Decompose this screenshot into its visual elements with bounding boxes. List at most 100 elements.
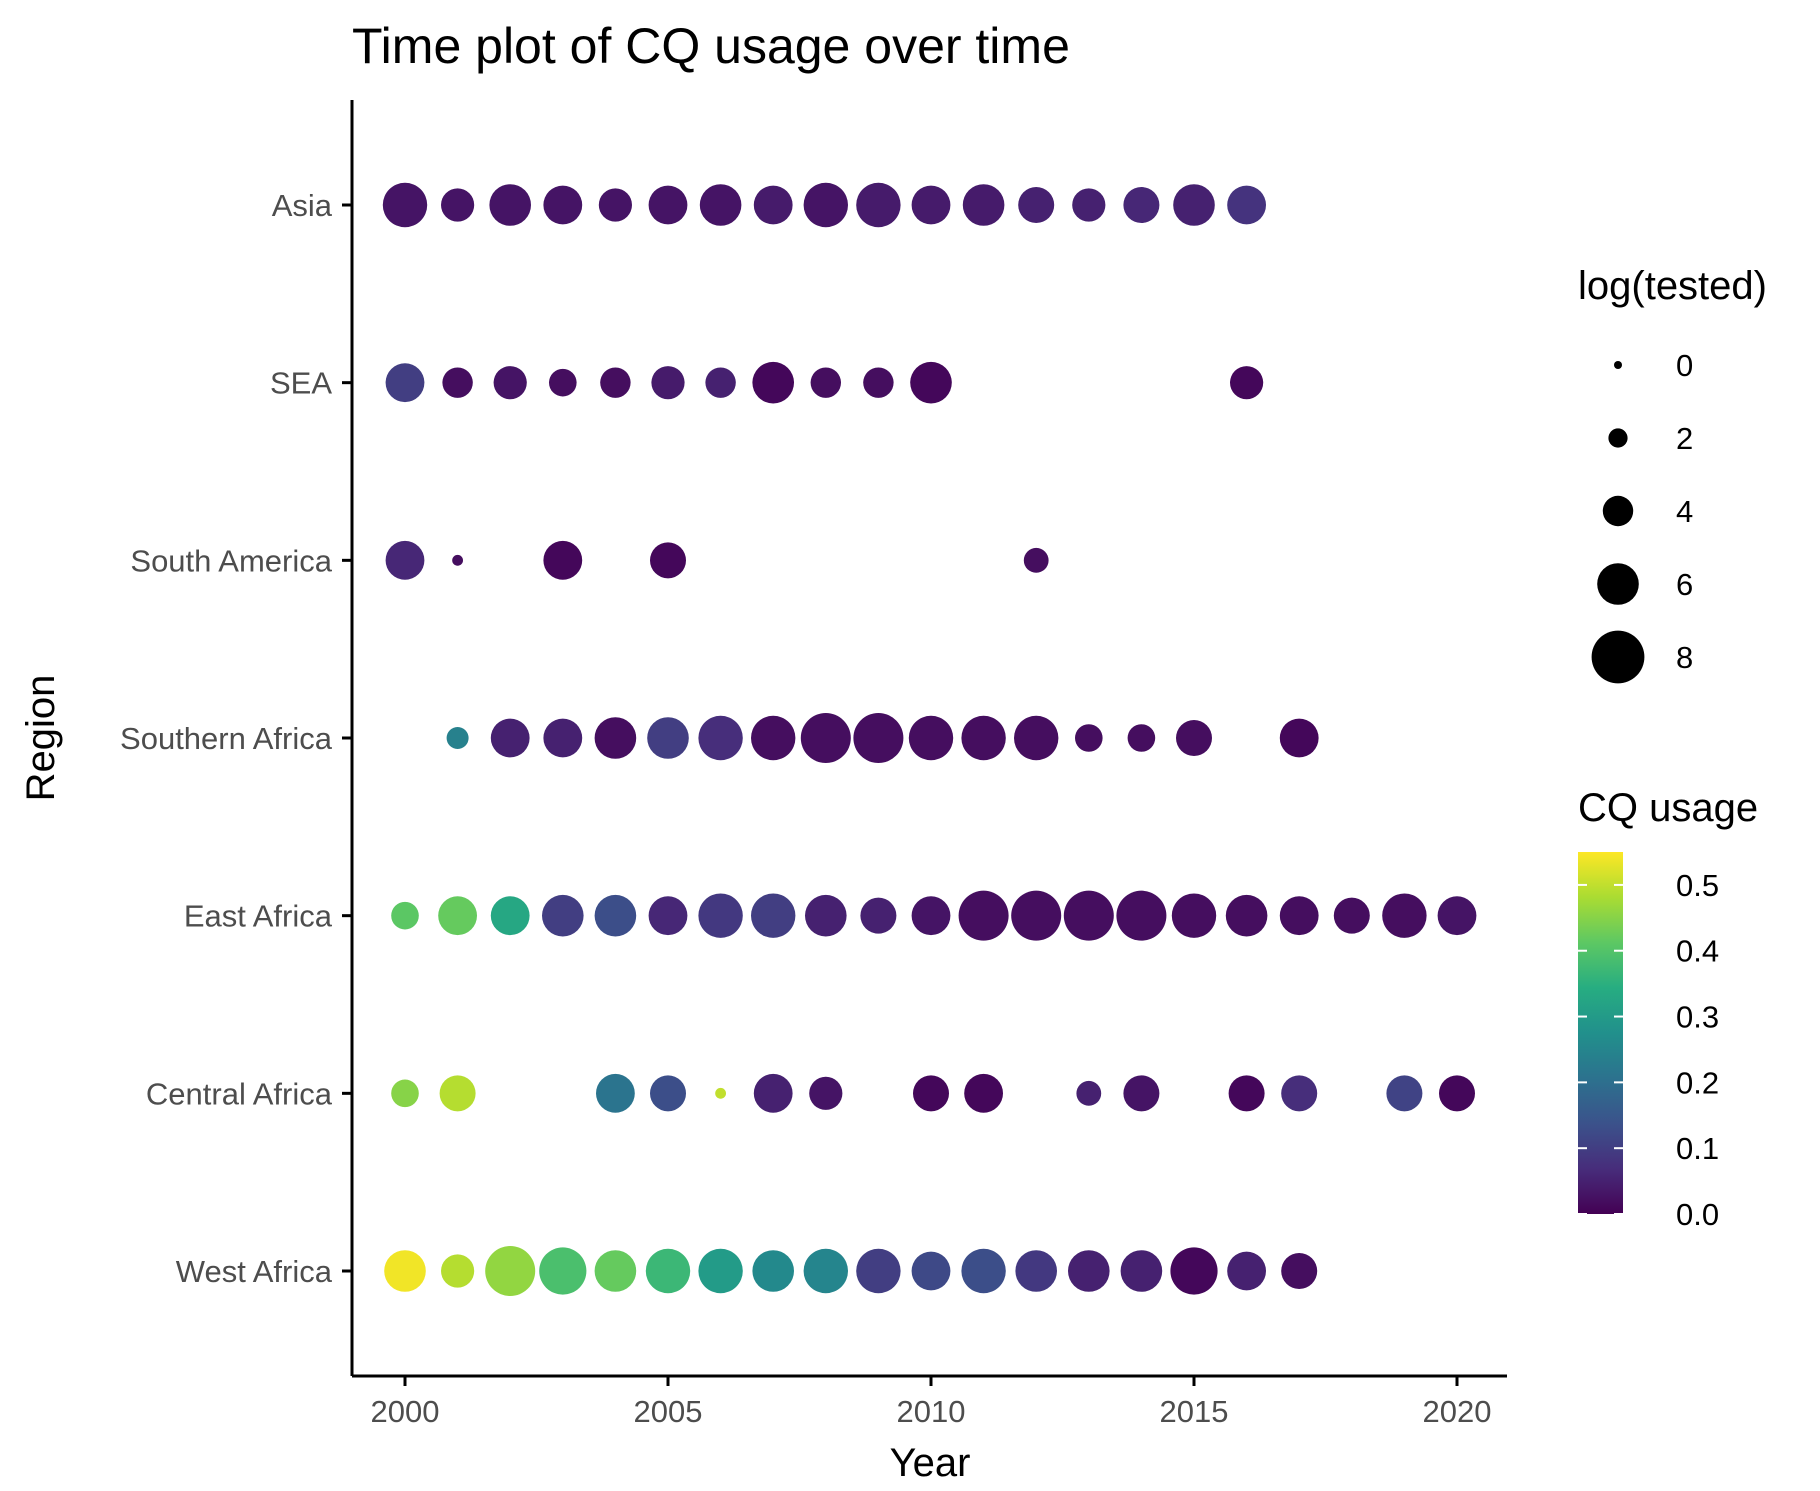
data-point: [650, 542, 686, 579]
data-point: [1013, 715, 1059, 761]
data-point: [753, 185, 793, 225]
data-point: [485, 1246, 536, 1296]
size-legend-key: [1597, 563, 1639, 605]
color-legend-label: 0.1: [1676, 1131, 1719, 1166]
data-point: [645, 1248, 691, 1294]
data-point: [1011, 890, 1062, 941]
data-point: [800, 713, 851, 763]
size-legend-label: 4: [1676, 494, 1693, 529]
y-tick-label: East Africa: [184, 899, 333, 934]
plot-area: 2000 2005 2010 2015 2020 West Africa Central …: [120, 100, 1507, 1429]
data-point: [753, 1073, 793, 1113]
y-tick-label: Southern Africa: [120, 721, 333, 756]
data-point: [539, 1247, 587, 1295]
data-point: [648, 185, 688, 225]
data-point: [863, 367, 894, 398]
x-axis-ticks: 2000 2005 2010 2015 2020: [371, 1376, 1491, 1429]
data-point: [856, 182, 901, 228]
data-point: [442, 367, 473, 398]
data-point: [810, 367, 841, 398]
data-point: [698, 715, 743, 761]
size-legend-label: 6: [1676, 567, 1693, 602]
data-point: [1382, 893, 1427, 938]
data-point: [1068, 1250, 1110, 1292]
size-legend-items: 0 2 4 6 8: [1591, 348, 1693, 684]
size-legend-key: [1591, 630, 1645, 684]
data-point: [856, 1248, 901, 1294]
data-point: [650, 1075, 686, 1112]
data-point: [446, 727, 469, 749]
data-point: [1386, 1075, 1423, 1112]
y-tick-label: SEA: [270, 366, 332, 401]
x-axis-title: Year: [890, 1441, 971, 1485]
data-point: [648, 896, 688, 936]
data-point: [1333, 897, 1370, 934]
data-point: [489, 184, 531, 226]
data-point: [493, 366, 527, 400]
data-point: [391, 901, 419, 930]
data-point: [439, 1075, 476, 1112]
data-point: [1171, 893, 1217, 938]
size-legend-label: 8: [1676, 640, 1693, 675]
x-tick-label: 2015: [1160, 1394, 1229, 1429]
data-point: [803, 1248, 848, 1294]
data-point: [385, 363, 425, 403]
data-point: [594, 717, 637, 759]
x-tick-label: 2010: [897, 1394, 966, 1429]
data-point: [542, 894, 584, 937]
y-tick-label: West Africa: [176, 1254, 333, 1289]
data-point: [752, 361, 794, 404]
size-legend-label: 0: [1676, 348, 1693, 383]
data-point: [698, 1248, 743, 1294]
data-point: [651, 366, 685, 400]
color-legend-ticks: 0.0 0.1 0.2 0.3 0.4 0.5: [1578, 868, 1719, 1232]
data-point: [1227, 185, 1266, 225]
size-legend-key: [1608, 428, 1628, 448]
chart-title: Time plot of CQ usage over time: [352, 18, 1070, 74]
data-point: [910, 361, 952, 404]
color-legend-label: 0.4: [1676, 934, 1719, 969]
data-point: [962, 184, 1005, 226]
color-legend-label: 0.0: [1676, 1197, 1719, 1232]
data-point: [911, 185, 951, 225]
data-point: [1279, 718, 1319, 758]
data-point: [752, 1250, 794, 1292]
data-point: [490, 718, 530, 758]
data-point: [911, 1251, 951, 1291]
data-point: [1230, 366, 1264, 400]
data-point: [1281, 1075, 1318, 1112]
data-point: [705, 367, 736, 398]
color-legend: CQ usage 0.0 0.1 0.2 0.3 0.4 0.5: [1578, 786, 1758, 1232]
data-point: [1176, 720, 1212, 756]
data-point: [803, 182, 848, 228]
data-point: [438, 896, 477, 936]
data-point: [490, 896, 530, 936]
data-point: [1281, 1253, 1318, 1289]
data-point: [1015, 1250, 1057, 1292]
data-point: [1076, 1080, 1102, 1106]
data-point: [751, 893, 796, 938]
color-legend-label: 0.3: [1676, 1000, 1719, 1035]
data-point: [1075, 724, 1103, 752]
data-point: [391, 1079, 419, 1108]
data-point: [1063, 890, 1114, 941]
data-point: [1072, 188, 1106, 222]
data-point: [543, 718, 583, 758]
data-point: [382, 182, 428, 228]
data-point: [913, 1075, 949, 1112]
y-tick-label: Central Africa: [146, 1076, 333, 1111]
data-point: [598, 188, 633, 222]
data-point: [1225, 894, 1268, 937]
data-point: [853, 713, 904, 763]
size-legend: log(tested) 0 2 4 6 8: [1578, 264, 1767, 684]
y-tick-label: South America: [130, 543, 332, 578]
data-point: [1170, 1247, 1218, 1295]
size-legend-key: [1602, 495, 1634, 527]
points-layer: [382, 182, 1477, 1296]
data-point: [1023, 547, 1049, 573]
data-point: [1279, 896, 1319, 936]
y-tick-label: Asia: [272, 188, 333, 223]
size-legend-title: log(tested): [1578, 264, 1767, 308]
data-point: [698, 893, 743, 938]
